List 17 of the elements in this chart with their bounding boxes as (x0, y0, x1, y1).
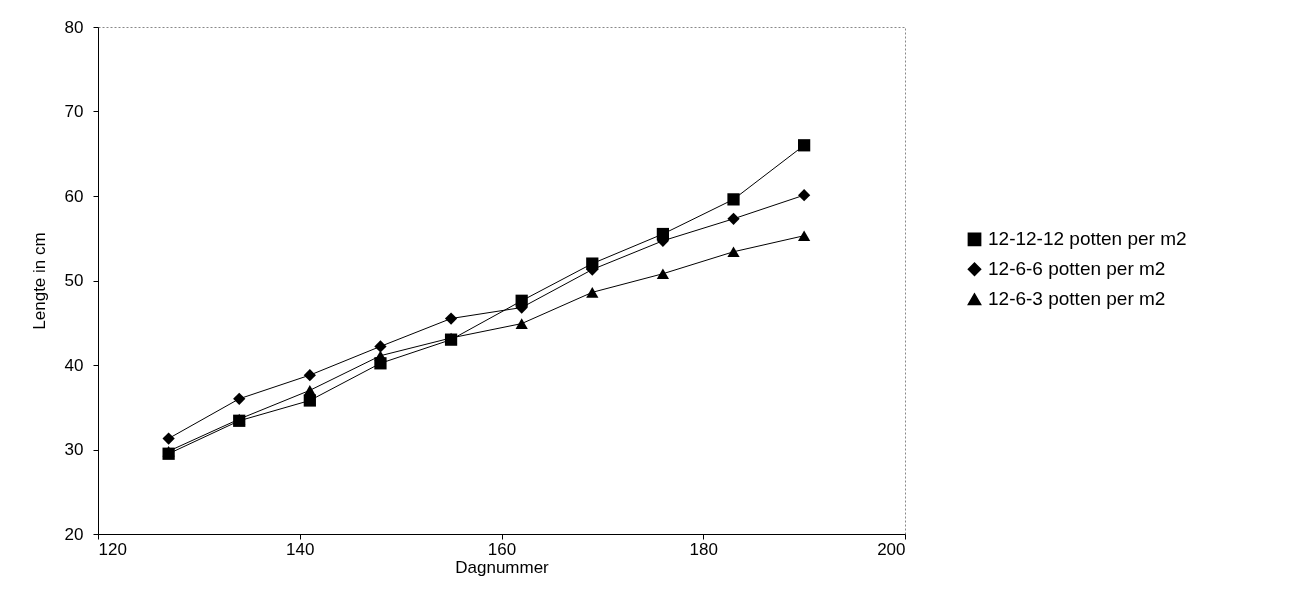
y-tick-label: 40 (64, 355, 84, 375)
x-tick-label: 120 (98, 539, 127, 559)
y-tick-label: 70 (64, 102, 84, 121)
y-tick-label: 60 (64, 186, 84, 206)
y-axis-title: Lengte in cm (29, 232, 49, 330)
x-tick-label: 180 (689, 539, 718, 559)
x-tick-label: 140 (286, 539, 315, 559)
y-tick-label: 30 (64, 440, 84, 459)
x-axis-title: Dagnummer (455, 557, 550, 577)
x-tick-label: 160 (487, 539, 517, 559)
legend-label: 12-6-3 potten per m2 (988, 288, 1166, 310)
legend-label: 12-12-12 potten per m2 (988, 228, 1187, 250)
x-tick-label: 200 (877, 539, 906, 559)
legend-label: 12-6-6 potten per m2 (988, 258, 1166, 280)
y-tick-label: 20 (64, 524, 84, 544)
y-tick-label: 50 (64, 271, 84, 290)
y-tick-label: 80 (64, 17, 84, 37)
